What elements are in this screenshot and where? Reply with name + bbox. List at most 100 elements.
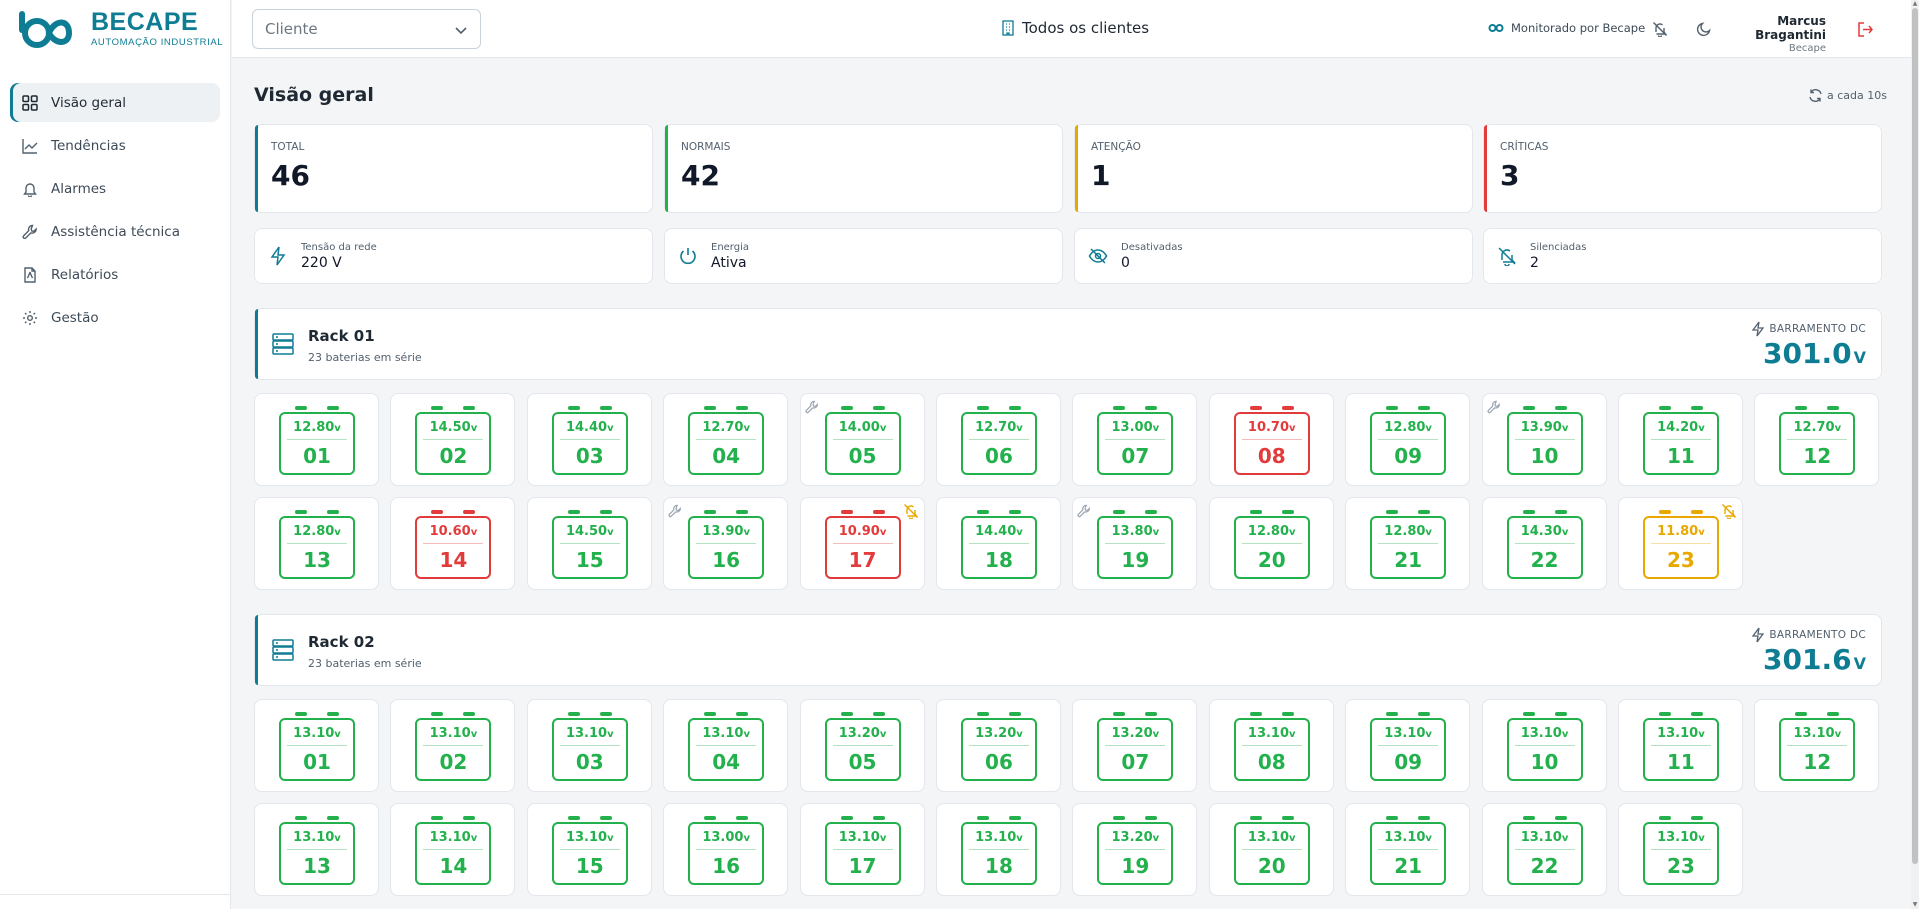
sidebar-item-alarmes[interactable]: Alarmes	[10, 169, 220, 208]
battery-card[interactable]: 13.10v 18	[935, 803, 1061, 896]
battery-card[interactable]: 10.60v 14	[390, 497, 516, 590]
battery-terminal	[1249, 712, 1262, 716]
battery-voltage-value: 13.10	[293, 830, 335, 845]
battery-icon: 12.80v 09	[1370, 406, 1447, 475]
battery-card[interactable]: 10.90v 17	[799, 497, 925, 590]
battery-card[interactable]: 14.40v 03	[526, 393, 652, 486]
battery-divider	[559, 439, 620, 440]
battery-card[interactable]: 13.10v 03	[526, 699, 652, 792]
battery-icon: 10.70v 08	[1233, 406, 1310, 475]
scrollbar-thumb[interactable]	[1912, 8, 1918, 864]
all-clients-button[interactable]: Todos os clientes	[1002, 19, 1149, 37]
battery-card[interactable]: 13.10v 23	[1617, 803, 1743, 896]
sidebar-item-label: Alarmes	[51, 180, 107, 197]
refresh-indicator[interactable]: a cada 10s	[1808, 88, 1887, 103]
bell-off-icon[interactable]	[1650, 19, 1670, 39]
wrench-icon	[668, 503, 684, 519]
battery-card[interactable]: 13.90v 16	[663, 497, 789, 590]
battery-voltage-value: 12.80	[293, 420, 335, 435]
sidebar-item-assistencia-tecnica[interactable]: Assistência técnica	[10, 212, 220, 251]
battery-number: 05	[848, 750, 877, 774]
battery-card[interactable]: 13.10v 21	[1345, 803, 1471, 896]
battery-terminal	[327, 510, 339, 514]
battery-card[interactable]: 12.80v 13	[254, 497, 379, 590]
moon-icon[interactable]	[1694, 19, 1714, 39]
battery-number: 19	[1121, 854, 1150, 878]
battery-card[interactable]: 14.20v 11	[1617, 393, 1743, 486]
battery-card[interactable]: 13.10v 02	[390, 699, 516, 792]
battery-divider	[1787, 745, 1848, 746]
sidebar-item-tendencias[interactable]: Tendências	[10, 126, 220, 165]
battery-card[interactable]: 14.50v 15	[526, 497, 652, 590]
battery-number: 02	[439, 444, 468, 468]
battery-card[interactable]: 13.10v 22	[1481, 803, 1607, 896]
battery-number: 07	[1121, 750, 1150, 774]
battery-terminal	[295, 406, 307, 410]
battery-voltage: 13.10v	[963, 830, 1035, 845]
battery-card[interactable]: 13.20v 05	[799, 699, 925, 792]
battery-card[interactable]: 12.80v 09	[1345, 393, 1471, 486]
battery-card[interactable]: 13.10v 11	[1617, 699, 1743, 792]
stat-value: 46	[271, 159, 310, 192]
sidebar-item-visao-geral[interactable]: Visão geral	[10, 83, 220, 122]
battery-card[interactable]: 13.10v 04	[663, 699, 789, 792]
client-select[interactable]: Cliente	[252, 9, 481, 49]
battery-card[interactable]: 13.10v 10	[1481, 699, 1607, 792]
battery-card[interactable]: 13.10v 09	[1345, 699, 1471, 792]
logout-icon[interactable]	[1855, 19, 1875, 39]
battery-card[interactable]: 12.80v 20	[1208, 497, 1334, 590]
sidebar-item-label: Tendências	[51, 137, 126, 154]
scroll-down-arrow-icon[interactable]: ▼	[1912, 901, 1918, 908]
battery-card[interactable]: 13.10v 08	[1208, 699, 1334, 792]
user-info[interactable]: Marcus Bragantini Becape	[1732, 14, 1826, 54]
battery-number: 13	[303, 548, 331, 572]
battery-card[interactable]: 13.10v 14	[390, 803, 516, 896]
battery-card[interactable]: 13.20v 07	[1072, 699, 1198, 792]
scroll-up-arrow-icon[interactable]: ▲	[1912, 0, 1918, 7]
battery-card[interactable]: 14.30v 22	[1481, 497, 1607, 590]
battery-terminal	[976, 510, 989, 514]
battery-card[interactable]: 14.00v 05	[799, 393, 925, 486]
battery-card[interactable]: 13.80v 19	[1072, 497, 1198, 590]
battery-card[interactable]: 13.00v 07	[1072, 393, 1198, 486]
battery-card[interactable]: 13.10v 15	[526, 803, 652, 896]
battery-terminal	[599, 816, 612, 820]
battery-divider	[968, 849, 1029, 850]
battery-card[interactable]: 13.00v 16	[663, 803, 789, 896]
battery-card[interactable]: 14.40v 18	[935, 497, 1061, 590]
battery-card[interactable]: 13.10v 13	[254, 803, 379, 896]
rack-header[interactable]: Rack 02 23 baterias em série BARRAMENTO …	[254, 614, 1882, 686]
stat-card-atencao: ATENÇÃO 1	[1074, 124, 1473, 213]
battery-card[interactable]: 12.80v 01	[254, 393, 379, 486]
sidebar-item-relatorios[interactable]: Relatórios	[10, 255, 220, 294]
brand-name: BECAPE	[91, 8, 199, 37]
battery-card[interactable]: 13.10v 17	[799, 803, 925, 896]
sidebar-item-gestao[interactable]: Gestão	[10, 298, 220, 337]
battery-card[interactable]: 13.10v 12	[1754, 699, 1880, 792]
battery-card[interactable]: 13.10v 20	[1208, 803, 1334, 896]
rack-header[interactable]: Rack 01 23 baterias em série BARRAMENTO …	[254, 308, 1882, 380]
battery-voltage-unit: v	[743, 527, 750, 538]
battery-card[interactable]: 13.20v 19	[1072, 803, 1198, 896]
battery-card[interactable]: 13.10v 01	[254, 699, 379, 792]
battery-number: 21	[1394, 548, 1423, 572]
battery-card[interactable]: 12.80v 21	[1345, 497, 1471, 590]
battery-voltage-unit: v	[1425, 729, 1432, 740]
battery-card[interactable]: 12.70v 06	[935, 393, 1061, 486]
battery-card[interactable]: 13.20v 06	[935, 699, 1061, 792]
battery-card[interactable]: 13.90v 10	[1481, 393, 1607, 486]
battery-card[interactable]: 11.80v 23	[1617, 497, 1743, 590]
battery-card[interactable]: 12.70v 12	[1754, 393, 1880, 486]
rack-subtitle: 23 baterias em série	[308, 657, 422, 670]
battery-divider	[1241, 543, 1302, 544]
battery-card[interactable]: 14.50v 02	[390, 393, 516, 486]
battery-number: 16	[712, 854, 741, 878]
battery-voltage-value: 13.10	[975, 830, 1017, 845]
battery-terminal	[736, 712, 749, 716]
scrollbar[interactable]: ▲ ▼	[1911, 0, 1919, 909]
battery-card[interactable]: 12.70v 04	[663, 393, 789, 486]
battery-card[interactable]: 10.70v 08	[1208, 393, 1334, 486]
bus-label: BARRAMENTO DC	[1752, 627, 1866, 643]
brand-logo[interactable]: BECAPE AUTOMAÇÃO INDUSTRIAL	[0, 0, 230, 58]
battery-icon: 14.20v 11	[1642, 406, 1719, 475]
